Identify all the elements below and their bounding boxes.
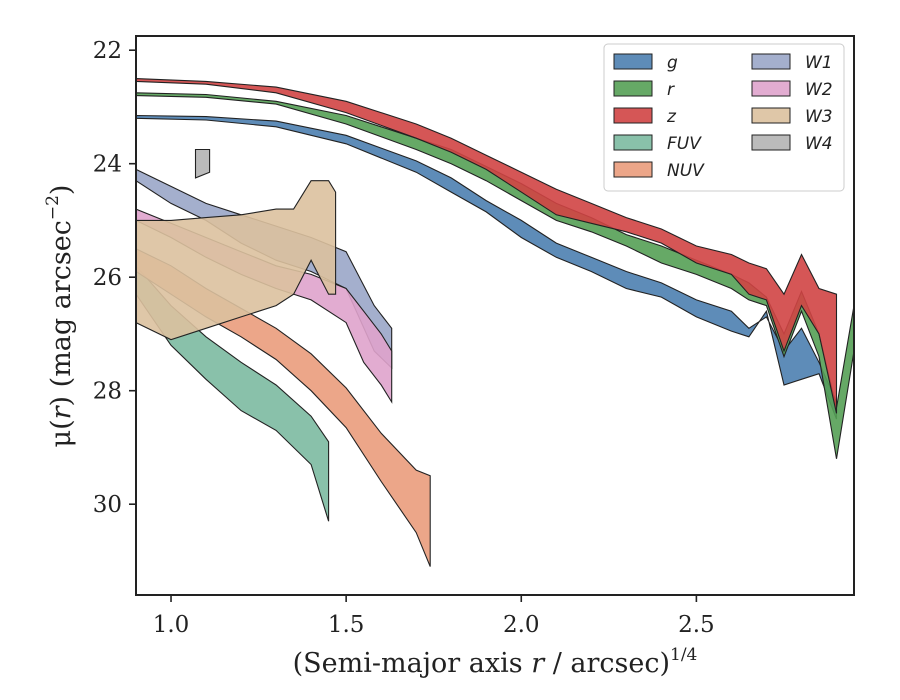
x-tick-label: 1.0 [153, 612, 190, 638]
x-tick-label: 2.5 [678, 612, 715, 638]
x-axis-label: (Semi-major axis r / arcsec)1/4 [293, 645, 698, 679]
legend-label-g: g [667, 53, 678, 73]
legend-label-z: z [666, 107, 677, 127]
x-tick-label: 2.0 [503, 612, 540, 638]
band-w4 [194, 148, 211, 179]
y-tick-label: 30 [93, 492, 122, 518]
legend-label-nuv: NUV [667, 161, 705, 181]
y-tick-label: 24 [93, 152, 122, 178]
legend-swatch-r [613, 80, 653, 97]
legend-label-w1: W1 [805, 53, 833, 73]
y-axis-ticks: 22 24 26 28 30 [93, 38, 136, 518]
legend-label-w4: W4 [805, 134, 833, 154]
y-axis-label: μ(r) (mag arcsec−2) [43, 185, 77, 448]
legend-swatch-g [613, 53, 653, 70]
data-bands [136, 78, 854, 567]
y-tick-label: 22 [93, 38, 122, 64]
y-tick-label: 28 [93, 379, 122, 405]
x-tick-label: 1.5 [328, 612, 365, 638]
legend-swatch-z [613, 107, 653, 124]
band-w3 [136, 180, 337, 341]
legend-swatch-nuv [613, 161, 653, 178]
legend-label-r: r [667, 80, 675, 100]
legend-swatch-fuv [613, 134, 653, 151]
legend-swatch-w1 [751, 53, 791, 70]
legend-label-w2: W2 [805, 80, 833, 100]
y-tick-label: 26 [93, 265, 122, 291]
legend-label-w3: W3 [805, 107, 833, 127]
legend-swatch-w4 [751, 134, 791, 151]
legend-label-fuv: FUV [667, 134, 702, 154]
legend-swatch-w2 [751, 80, 791, 97]
band-z [136, 78, 838, 414]
legend-swatch-w3 [751, 107, 791, 124]
plot-frame [135, 35, 855, 596]
legend: grz FUV NUV W1 W2 W3 W4 [603, 43, 845, 192]
x-axis-ticks: 1.0 1.5 2.0 2.5 [153, 595, 715, 638]
